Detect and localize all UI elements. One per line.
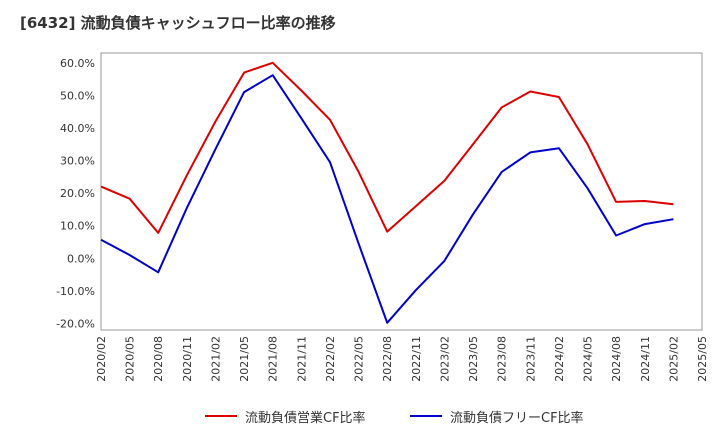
series-lines <box>100 61 674 324</box>
x-tick-label: 2020/05 <box>124 336 137 382</box>
x-tick-label: 2022/11 <box>410 336 423 382</box>
x-tick-label: 2023/05 <box>467 336 480 382</box>
legend-swatch-operating-cf <box>205 415 237 417</box>
x-tick-label: 2024/05 <box>582 336 595 382</box>
legend-item-operating-cf: 流動負債営業CF比率 <box>205 405 366 427</box>
legend-swatch-free-cf <box>410 415 442 417</box>
x-tick-label: 2021/02 <box>209 336 222 382</box>
y-tick-label: 30.0% <box>60 155 95 168</box>
x-tick-label: 2022/05 <box>353 336 366 382</box>
x-tick-label: 2022/02 <box>324 336 337 382</box>
x-tick-label: 2020/08 <box>152 336 165 382</box>
x-tick-label: 2023/08 <box>496 336 509 382</box>
x-tick-label: 2021/11 <box>295 336 308 382</box>
x-tick-label: 2025/05 <box>696 336 709 382</box>
x-tick-label: 2022/08 <box>381 336 394 382</box>
x-tick-labels: 2020/02 2020/05 2020/08 2020/11 2021/02 2021/… <box>95 336 709 382</box>
legend: 流動負債営業CF比率 流動負債フリーCF比率 <box>0 405 720 427</box>
y-tick-label: 20.0% <box>60 187 95 200</box>
series-line-0 <box>100 61 674 234</box>
legend-label-free-cf: 流動負債フリーCF比率 <box>450 410 584 426</box>
x-tick-label: 2023/11 <box>524 336 537 382</box>
x-tick-label: 2020/11 <box>181 336 194 382</box>
y-tick-label: 60.0% <box>60 57 95 70</box>
series-line-1 <box>100 74 674 324</box>
x-tick-label: 2024/08 <box>610 336 623 382</box>
y-tick-label: 50.0% <box>60 89 95 102</box>
y-tick-label: 0.0% <box>67 252 95 265</box>
y-tick-label: 40.0% <box>60 122 95 135</box>
y-tick-label: -20.0% <box>56 317 95 330</box>
x-tick-label: 2023/02 <box>438 336 451 382</box>
x-tick-label: 2020/02 <box>95 336 108 382</box>
plot-area <box>100 52 703 331</box>
y-tick-label: 10.0% <box>60 220 95 233</box>
x-tick-label: 2024/11 <box>639 336 652 382</box>
x-tick-label: 2021/05 <box>238 336 251 382</box>
legend-item-free-cf: 流動負債フリーCF比率 <box>410 405 584 427</box>
axes <box>100 52 703 331</box>
y-tick-labels: -20.0% -10.0% 0.0% 10.0% 20.0% 30.0% 40.0% 50.0… <box>56 57 95 331</box>
x-tick-label: 2025/02 <box>667 336 680 382</box>
legend-label-operating-cf: 流動負債営業CF比率 <box>245 410 366 426</box>
x-tick-label: 2021/08 <box>267 336 280 382</box>
x-tick-label: 2024/02 <box>553 336 566 382</box>
y-tick-label: -10.0% <box>56 285 95 298</box>
chart-title: [6432] 流動負債キャッシュフロー比率の推移 <box>20 14 336 32</box>
